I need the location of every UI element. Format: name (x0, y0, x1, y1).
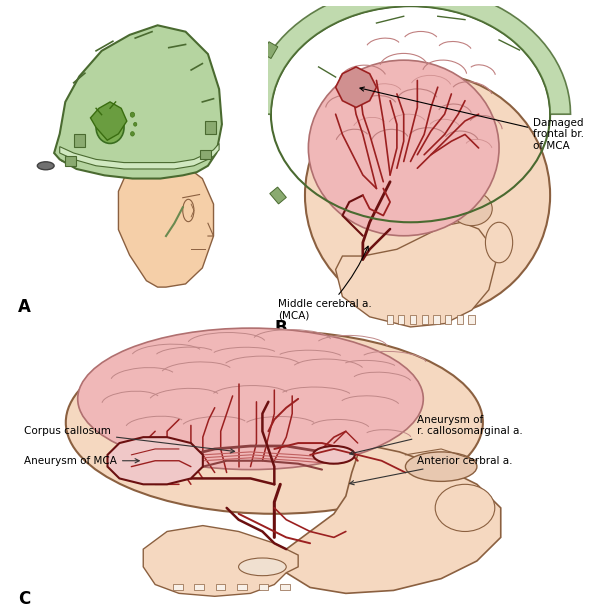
Polygon shape (60, 144, 219, 169)
Bar (237, 584, 247, 591)
Circle shape (134, 122, 137, 126)
Bar (445, 315, 451, 324)
Text: Damaged
frontal br.
of MCA: Damaged frontal br. of MCA (360, 87, 584, 151)
Bar (240, 127, 253, 142)
Ellipse shape (37, 161, 54, 169)
Ellipse shape (78, 328, 423, 470)
Bar (199, 150, 211, 160)
Text: Anterior cerbral a.: Anterior cerbral a. (350, 456, 513, 485)
Bar (422, 315, 428, 324)
Ellipse shape (451, 192, 492, 225)
Bar (270, 187, 286, 204)
Bar (398, 315, 404, 324)
Ellipse shape (66, 331, 483, 514)
Bar (205, 121, 216, 134)
Bar (410, 315, 416, 324)
Bar (195, 584, 204, 591)
Ellipse shape (485, 222, 513, 263)
Bar (387, 315, 393, 324)
Text: C: C (18, 590, 30, 608)
Ellipse shape (435, 484, 495, 532)
Ellipse shape (183, 200, 194, 222)
Ellipse shape (308, 60, 499, 236)
Ellipse shape (238, 558, 286, 576)
Polygon shape (250, 0, 570, 114)
Text: A: A (18, 298, 30, 316)
Polygon shape (119, 160, 213, 287)
Circle shape (131, 131, 134, 136)
Ellipse shape (305, 74, 550, 317)
Polygon shape (286, 443, 501, 593)
Text: Aneurysm of MCA: Aneurysm of MCA (24, 456, 139, 466)
Text: Aneurysm of
r. callosomarginal a.: Aneurysm of r. callosomarginal a. (350, 414, 523, 455)
Ellipse shape (313, 446, 355, 464)
Circle shape (96, 112, 124, 144)
Polygon shape (143, 526, 298, 596)
Polygon shape (336, 222, 496, 327)
Polygon shape (91, 102, 127, 140)
Bar (468, 315, 474, 324)
Bar (246, 148, 260, 165)
Bar (262, 42, 278, 58)
Bar (216, 584, 226, 591)
Text: Corpus callosum: Corpus callosum (24, 426, 235, 453)
Bar (434, 315, 440, 324)
Ellipse shape (406, 452, 477, 481)
Circle shape (130, 112, 134, 117)
Polygon shape (108, 437, 203, 484)
Polygon shape (54, 25, 222, 179)
Polygon shape (336, 67, 376, 107)
Bar (243, 83, 255, 98)
Text: B: B (274, 319, 287, 337)
Bar (74, 134, 85, 147)
Bar (259, 584, 268, 591)
Bar (457, 315, 463, 324)
Bar (280, 584, 290, 591)
Text: Middle cerebral a.
(MCA): Middle cerebral a. (MCA) (278, 246, 371, 321)
Bar (173, 584, 182, 591)
Bar (65, 156, 77, 166)
